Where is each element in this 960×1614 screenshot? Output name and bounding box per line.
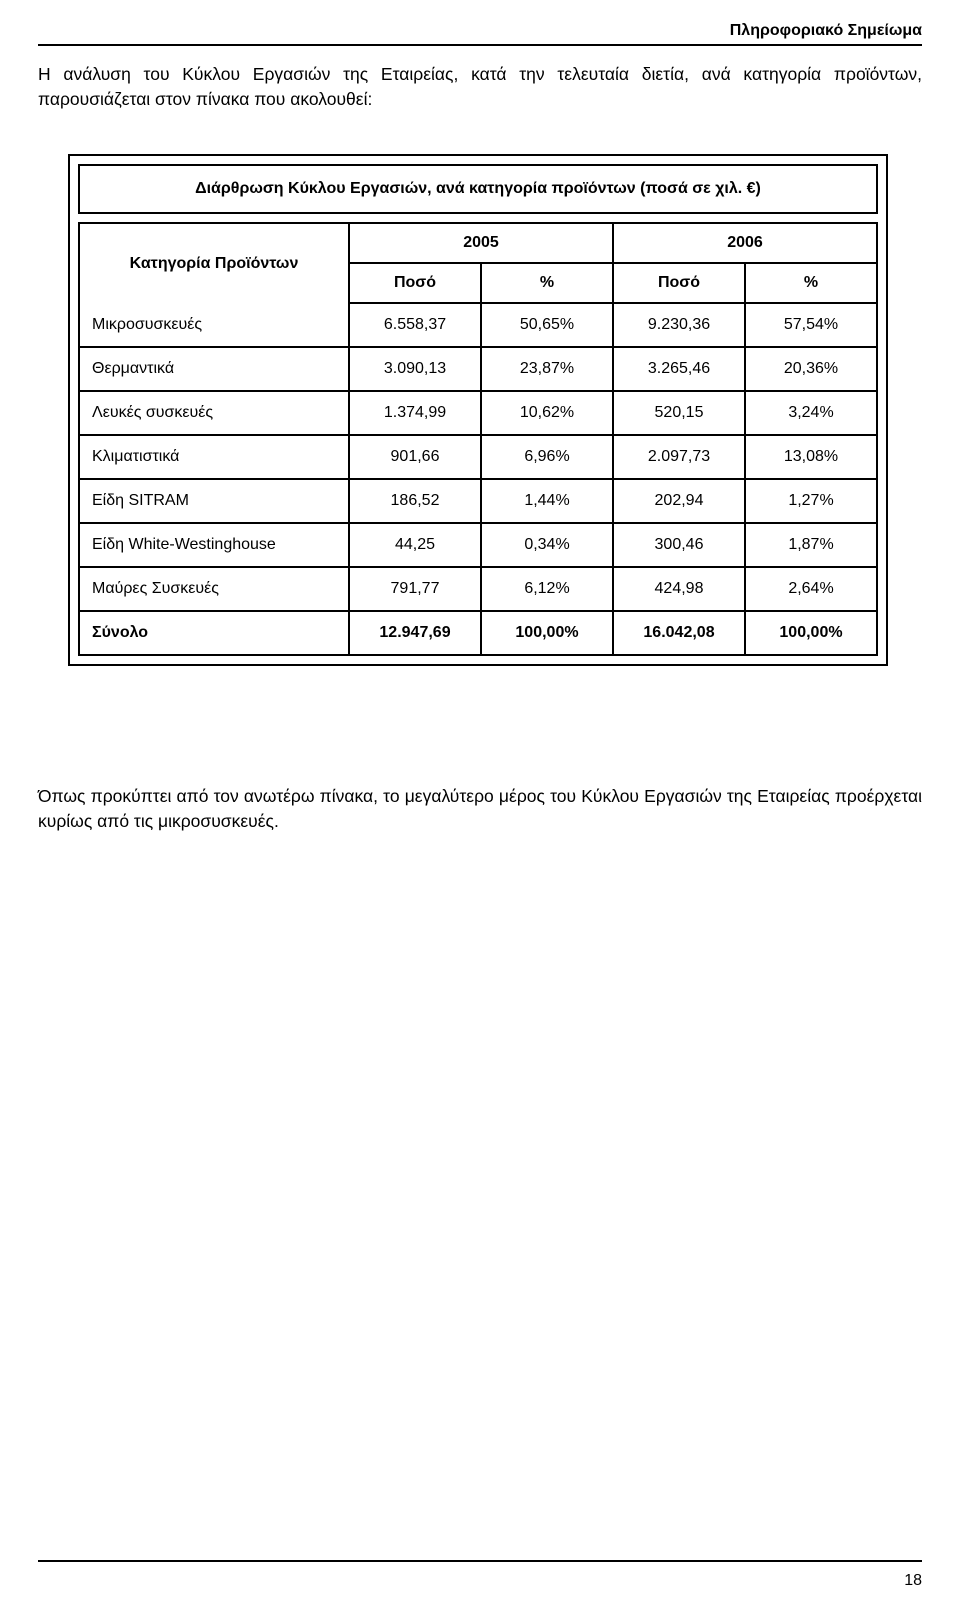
table-row: Μαύρες Συσκευές791,776,12%424,982,64% xyxy=(78,568,878,612)
outro-paragraph: Όπως προκύπτει από τον ανωτέρω πίνακα, τ… xyxy=(38,784,922,835)
table-cell: 44,25 xyxy=(350,524,482,568)
table-cell: 23,87% xyxy=(482,348,614,392)
table-cell: 100,00% xyxy=(746,612,878,656)
footer-line xyxy=(38,1560,922,1562)
revenue-table-inner: Διάρθρωση Κύκλου Εργασιών, ανά κατηγορία… xyxy=(78,164,878,656)
table-cell: Κλιματιστικά xyxy=(78,436,350,480)
table-cell: 520,15 xyxy=(614,392,746,436)
table-subheader: Ποσό xyxy=(614,262,746,304)
table-cell: 10,62% xyxy=(482,392,614,436)
table-cell: 20,36% xyxy=(746,348,878,392)
table-cell: 1.374,99 xyxy=(350,392,482,436)
table-cell: Λευκές συσκευές xyxy=(78,392,350,436)
table-cell: Μαύρες Συσκευές xyxy=(78,568,350,612)
table-cell: Σύνολο xyxy=(78,612,350,656)
table-cell: 1,44% xyxy=(482,480,614,524)
header-title: Πληροφοριακό Σημείωμα xyxy=(730,22,922,40)
table-subheader: Ποσό xyxy=(350,262,482,304)
table-total-row: Σύνολο12.947,69100,00%16.042,08100,00% xyxy=(78,612,878,656)
table-cell: 50,65% xyxy=(482,304,614,348)
table-cell: Θερμαντικά xyxy=(78,348,350,392)
table-header-category: Κατηγορία Προϊόντων xyxy=(78,222,350,304)
table-cell: 6,12% xyxy=(482,568,614,612)
table-cell: 12.947,69 xyxy=(350,612,482,656)
table-cell: 16.042,08 xyxy=(614,612,746,656)
table-cell: Είδη SITRAM xyxy=(78,480,350,524)
table-cell: 3,24% xyxy=(746,392,878,436)
table-cell: 0,34% xyxy=(482,524,614,568)
table-subheader: % xyxy=(746,262,878,304)
table-cell: 3.265,46 xyxy=(614,348,746,392)
table-cell: 100,00% xyxy=(482,612,614,656)
table-cell: 3.090,13 xyxy=(350,348,482,392)
table-cell: 2,64% xyxy=(746,568,878,612)
table-cell: 1,87% xyxy=(746,524,878,568)
revenue-table: Διάρθρωση Κύκλου Εργασιών, ανά κατηγορία… xyxy=(68,154,888,666)
table-cell: Μικροσυσκευές xyxy=(78,304,350,348)
page-number: 18 xyxy=(904,1572,922,1590)
table-cell: 2.097,73 xyxy=(614,436,746,480)
header-underline xyxy=(38,44,922,46)
table-header-year: 2005 xyxy=(350,222,614,262)
table-cell: 13,08% xyxy=(746,436,878,480)
table-row: Είδη SITRAM186,521,44%202,941,27% xyxy=(78,480,878,524)
table-row: Είδη White-Westinghouse44,250,34%300,461… xyxy=(78,524,878,568)
table-cell: 6,96% xyxy=(482,436,614,480)
table-cell: 1,27% xyxy=(746,480,878,524)
table-cell: 57,54% xyxy=(746,304,878,348)
table-row: Κλιματιστικά901,666,96%2.097,7313,08% xyxy=(78,436,878,480)
table-cell: Είδη White-Westinghouse xyxy=(78,524,350,568)
table-cell: 6.558,37 xyxy=(350,304,482,348)
table-row: Θερμαντικά3.090,1323,87%3.265,4620,36% xyxy=(78,348,878,392)
table-cell: 424,98 xyxy=(614,568,746,612)
table-subheader: % xyxy=(482,262,614,304)
table-row: Μικροσυσκευές6.558,3750,65%9.230,3657,54… xyxy=(78,304,878,348)
table-cell: 791,77 xyxy=(350,568,482,612)
table-cell: 901,66 xyxy=(350,436,482,480)
table-title: Διάρθρωση Κύκλου Εργασιών, ανά κατηγορία… xyxy=(78,164,878,214)
table-cell: 9.230,36 xyxy=(614,304,746,348)
intro-paragraph: Η ανάλυση του Κύκλου Εργασιών της Εταιρε… xyxy=(38,62,922,113)
table-cell: 202,94 xyxy=(614,480,746,524)
table-row: Λευκές συσκευές1.374,9910,62%520,153,24% xyxy=(78,392,878,436)
table-cell: 186,52 xyxy=(350,480,482,524)
table-header-year: 2006 xyxy=(614,222,878,262)
table-cell: 300,46 xyxy=(614,524,746,568)
